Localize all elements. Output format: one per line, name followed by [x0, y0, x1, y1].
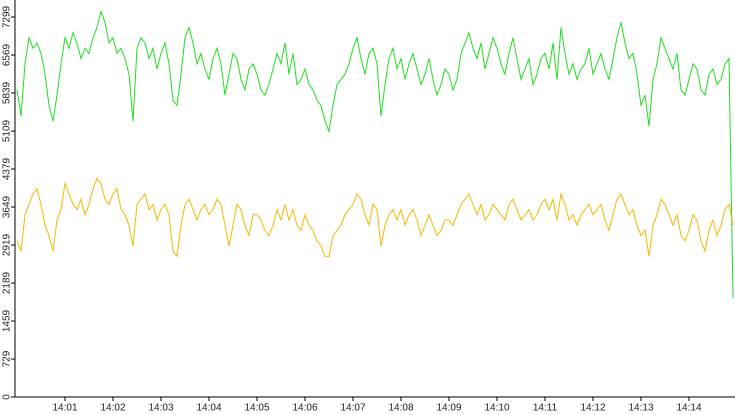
x-tick-label: 14:01	[52, 403, 77, 414]
x-tick-label: 14:02	[100, 403, 125, 414]
x-tick-label: 14:12	[580, 403, 605, 414]
x-tick-label: 14:14	[676, 403, 701, 414]
y-tick-label: 2919	[2, 233, 13, 256]
x-tick-label: 14:07	[340, 403, 365, 414]
x-tick-label: 14:09	[436, 403, 461, 414]
series-line	[16, 177, 734, 258]
y-tick-label: 729	[2, 350, 13, 367]
x-tick-label: 14:06	[292, 403, 317, 414]
y-tick-label: 4379	[2, 157, 13, 180]
x-tick-label: 14:13	[628, 403, 653, 414]
x-tick-label: 14:04	[196, 403, 221, 414]
x-tick-label: 14:11	[533, 403, 558, 414]
y-tick-label: 5839	[2, 81, 13, 104]
y-tick-label: 3649	[2, 195, 13, 218]
y-tick-label: 5109	[2, 119, 13, 142]
y-tick-label: 2189	[2, 271, 13, 294]
y-tick-label: 7299	[2, 5, 13, 28]
x-tick-label: 14:10	[484, 403, 509, 414]
y-tick-label: 1459	[2, 309, 13, 332]
y-tick-label: 0	[2, 394, 13, 400]
x-tick-label: 14:03	[148, 403, 173, 414]
x-tick-label: 14:05	[244, 403, 269, 414]
x-tick-label: 14:08	[388, 403, 413, 414]
series-line	[16, 10, 734, 299]
y-tick-label: 6569	[2, 43, 13, 66]
